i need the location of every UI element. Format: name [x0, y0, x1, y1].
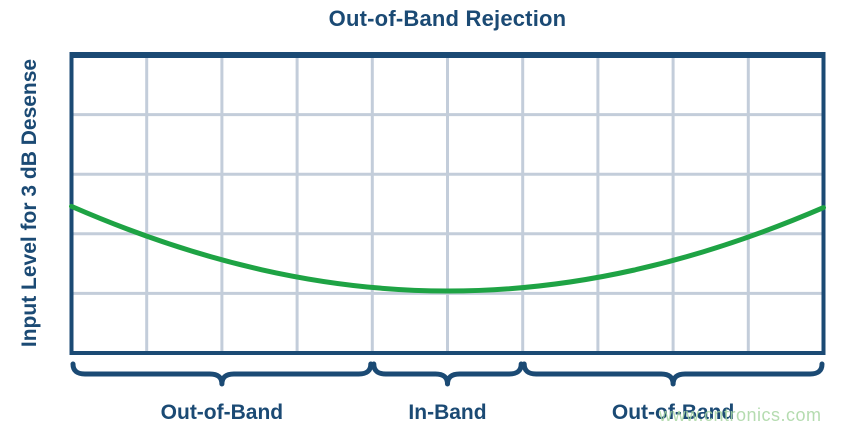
band-brace [521, 361, 825, 387]
watermark-text: www.cntronics.com [659, 405, 822, 425]
band-label-out-of-band-left: Out-of-Band [160, 401, 284, 424]
band-brace [371, 361, 524, 387]
chart-title: Out-of-Band Rejection [328, 6, 567, 31]
rejection-curve [69, 203, 826, 294]
band-label-out-of-band-right: Out-of-Band [611, 401, 735, 424]
band-brace [70, 361, 374, 387]
band-label-in-band: In-Band [408, 401, 487, 424]
